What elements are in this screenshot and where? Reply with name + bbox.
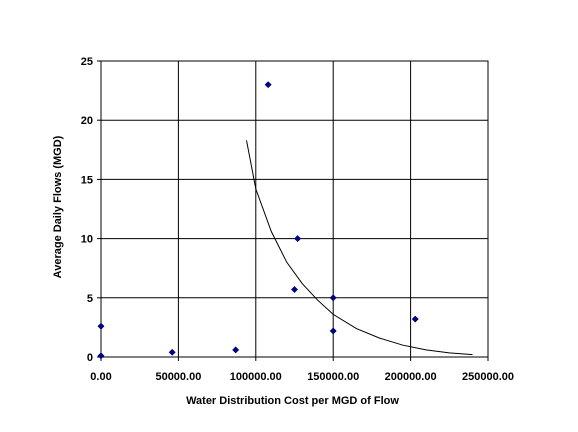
y-tick-label: 20	[81, 115, 93, 127]
x-axis-title: Water Distribution Cost per MGD of Flow	[186, 395, 399, 407]
y-tick-label: 15	[81, 174, 93, 186]
data-point	[168, 348, 176, 356]
data-point	[97, 322, 105, 330]
y-tick-label: 5	[87, 293, 93, 305]
data-point	[97, 352, 105, 360]
x-tick-label: 100000.00	[230, 371, 282, 383]
data-point	[329, 294, 337, 302]
data-point	[264, 81, 272, 89]
x-tick-label: 200000.00	[385, 371, 437, 383]
x-tick-label: 150000.00	[307, 371, 359, 383]
trendline	[246, 140, 473, 356]
x-axis-tick-labels: 0.00 50000.00 100000.00 150000.00 200000.00 2…	[90, 371, 514, 383]
data-point	[329, 327, 337, 335]
data-point	[290, 285, 299, 294]
x-tick-label: 250000.00	[462, 371, 514, 383]
data-point	[411, 315, 419, 323]
x-tick-label: 0.00	[90, 371, 111, 383]
data-point	[294, 235, 302, 243]
y-tick-label: 10	[81, 234, 93, 246]
y-tick-label: 25	[81, 56, 93, 68]
plot-area-frame	[100, 60, 489, 358]
x-tick-label: 50000.00	[155, 371, 201, 383]
y-axis-title: Average Daily Flows (MGD)	[52, 135, 64, 278]
data-point	[232, 346, 240, 354]
gridlines	[97, 60, 489, 361]
y-tick-label: 0	[87, 352, 93, 364]
y-axis-tick-labels: 0 5 10 15 20 25	[81, 56, 93, 364]
data-points	[97, 81, 419, 360]
trendline-group	[246, 140, 473, 356]
